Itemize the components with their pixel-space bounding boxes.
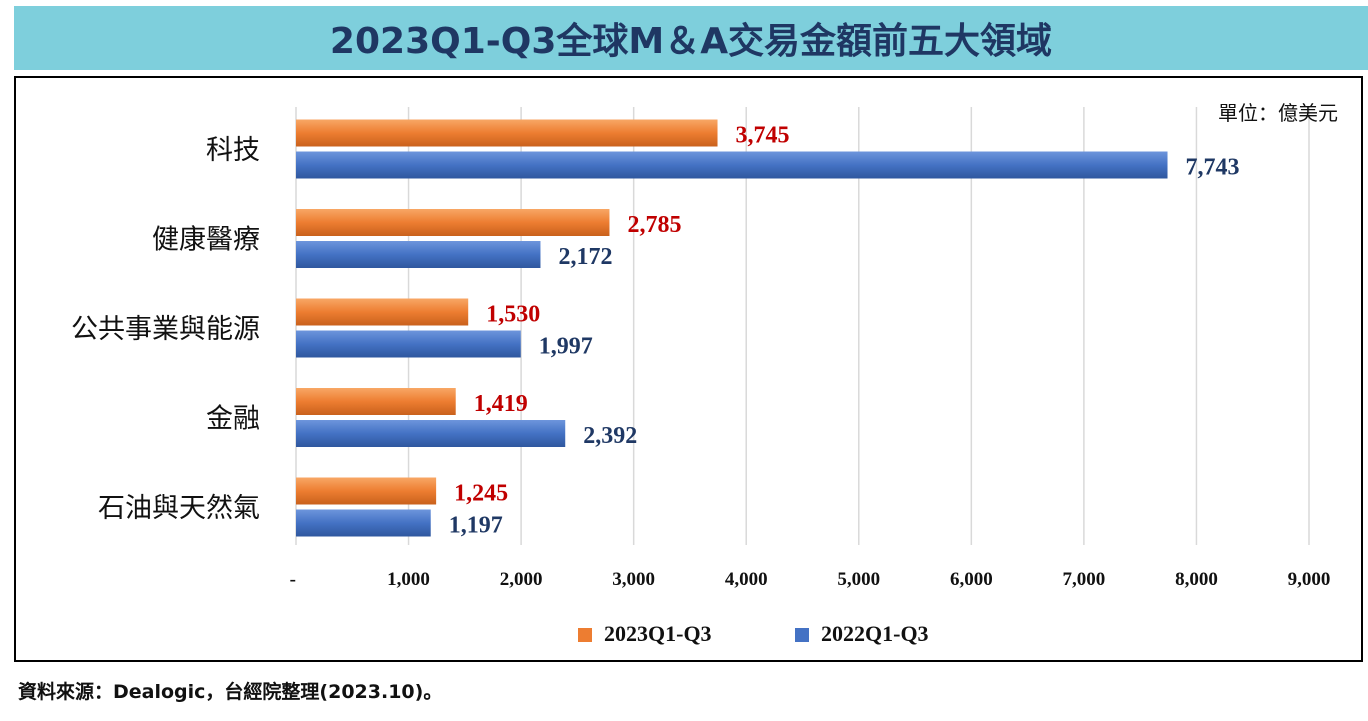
bar: [296, 509, 431, 537]
x-tick-label: 1,000: [387, 569, 430, 590]
bar: [296, 241, 541, 268]
bar: [296, 119, 718, 147]
category-label: 科技: [206, 135, 260, 166]
data-label: 2,785: [627, 212, 681, 238]
x-tick-label: 8,000: [1175, 569, 1218, 590]
bar: [296, 298, 469, 326]
category-label: 金融: [206, 404, 260, 435]
data-label: 1,530: [486, 302, 540, 328]
data-label: 1,197: [449, 513, 503, 539]
x-tick-label: 9,000: [1288, 569, 1331, 590]
legend-swatch: [578, 628, 592, 642]
chart-frame: [14, 76, 1363, 662]
category-label: 健康醫療: [152, 225, 260, 256]
data-label: 7,743: [1186, 155, 1240, 181]
category-label: 石油與天然氣: [98, 493, 260, 524]
legend-swatch: [795, 628, 809, 642]
bar: [296, 330, 521, 358]
data-label: 2,172: [558, 244, 612, 270]
source-note: 資料來源：Dealogic，台經院整理(2023.10)。: [18, 681, 443, 703]
category-label: 公共事業與能源: [71, 314, 260, 345]
data-label: 1,419: [474, 391, 528, 417]
title-bar: 2023Q1-Q3全球M＆A交易金額前五大領域: [14, 6, 1368, 70]
x-tick-label: 5,000: [837, 569, 880, 590]
chart-title: 2023Q1-Q3全球M＆A交易金額前五大領域: [329, 21, 1053, 62]
x-tick-label: -: [290, 569, 296, 590]
legend-label: 2022Q1-Q3: [821, 621, 929, 646]
bar: [296, 209, 610, 236]
x-tick-label: 7,000: [1063, 569, 1106, 590]
x-tick-label: 6,000: [950, 569, 993, 590]
unit-label: 單位：億美元: [1218, 101, 1338, 125]
data-label: 3,745: [736, 123, 790, 149]
data-label: 1,245: [454, 481, 508, 507]
bar: [296, 151, 1168, 179]
bar: [296, 477, 437, 505]
x-tick-label: 2,000: [500, 569, 543, 590]
legend-label: 2023Q1-Q3: [604, 621, 712, 646]
x-tick-label: 4,000: [725, 569, 768, 590]
bar: [296, 388, 456, 415]
bar: [296, 420, 566, 447]
data-label: 1,997: [539, 334, 593, 360]
x-tick-label: 3,000: [612, 569, 655, 590]
data-label: 2,392: [583, 423, 637, 449]
